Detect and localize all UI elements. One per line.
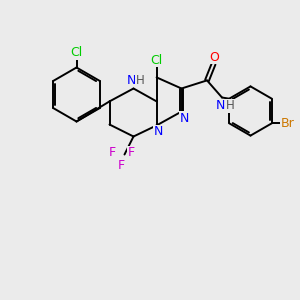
Text: F: F xyxy=(128,146,135,160)
Text: N: N xyxy=(126,74,136,87)
Text: H: H xyxy=(136,74,145,87)
Text: H: H xyxy=(225,99,234,112)
Text: F: F xyxy=(108,146,116,160)
Text: Cl: Cl xyxy=(151,54,163,67)
Text: Br: Br xyxy=(281,117,295,130)
Text: N: N xyxy=(180,112,189,125)
Text: Cl: Cl xyxy=(70,46,83,59)
Text: O: O xyxy=(210,51,219,64)
Text: F: F xyxy=(118,159,125,172)
Text: N: N xyxy=(153,125,163,139)
Text: N: N xyxy=(216,99,226,112)
